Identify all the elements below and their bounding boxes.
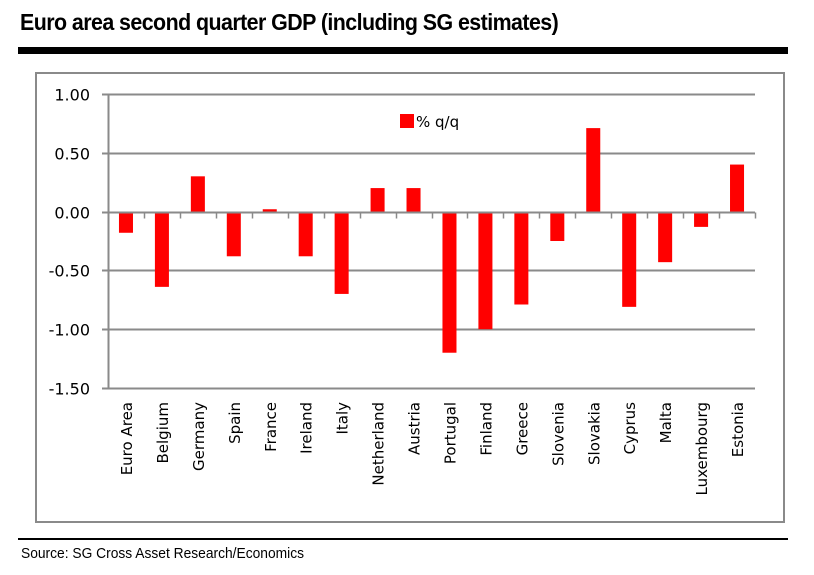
x-tick-label: Slovenia bbox=[549, 402, 567, 466]
x-tick-label: Ireland bbox=[298, 402, 316, 454]
bar-estonia bbox=[730, 164, 745, 212]
y-tick-label: 0.00 bbox=[54, 204, 90, 223]
x-tick-label: Slovakia bbox=[585, 402, 603, 465]
x-tick-label: Estonia bbox=[729, 402, 747, 457]
title-divider bbox=[18, 47, 788, 54]
bar-finland bbox=[478, 211, 493, 330]
bar-germany bbox=[190, 176, 205, 212]
x-tick-label: Greece bbox=[513, 402, 531, 455]
y-tick-label: -0.50 bbox=[49, 262, 90, 281]
bar-greece bbox=[514, 211, 529, 305]
y-tick-label: -1.00 bbox=[49, 321, 90, 340]
bar-netherland bbox=[370, 188, 385, 212]
bar-austria bbox=[406, 188, 421, 212]
x-tick-label: Malta bbox=[657, 402, 675, 443]
y-tick-label: 1.00 bbox=[54, 86, 90, 105]
x-tick-label: Luxembourg bbox=[693, 402, 711, 496]
legend-swatch bbox=[400, 114, 414, 128]
chart-frame bbox=[35, 72, 785, 523]
x-tick-label: France bbox=[262, 402, 280, 452]
x-tick-label: Cyprus bbox=[621, 402, 639, 455]
bar-spain bbox=[226, 211, 241, 257]
source-note: Source: SG Cross Asset Research/Economic… bbox=[21, 545, 305, 562]
bars bbox=[118, 128, 745, 353]
chart-title: Euro area second quarter GDP (including … bbox=[20, 9, 559, 35]
x-tick-label: Netherland bbox=[370, 402, 388, 486]
x-axis bbox=[107, 211, 757, 219]
x-tick-label: Austria bbox=[406, 402, 424, 455]
y-tick-label: 0.50 bbox=[54, 145, 90, 164]
bar-luxembourg bbox=[694, 211, 709, 227]
bar-portugal bbox=[442, 211, 457, 353]
bar-malta bbox=[658, 211, 673, 263]
x-tick-label: Euro Area bbox=[118, 402, 136, 475]
legend: % q/q bbox=[400, 113, 459, 131]
legend-label: % q/q bbox=[416, 113, 459, 131]
gridlines bbox=[102, 93, 755, 390]
x-tick-label: Italy bbox=[334, 402, 352, 435]
y-axis: 1.00 0.50 0.00 -0.50 -1.00 -1.50 bbox=[49, 86, 110, 399]
bar-ireland bbox=[298, 211, 313, 257]
y-tick-label: -1.50 bbox=[49, 380, 90, 399]
x-tick-label: Spain bbox=[226, 402, 244, 444]
bar-slovenia bbox=[550, 211, 565, 241]
bar-italy bbox=[334, 211, 349, 294]
bar-france bbox=[262, 209, 277, 212]
bar-euro-area bbox=[118, 211, 133, 233]
bar-slovakia bbox=[586, 128, 601, 212]
x-tick-label: Germany bbox=[190, 402, 208, 471]
x-tick-label: Finland bbox=[477, 402, 495, 456]
x-tick-label: Belgium bbox=[154, 402, 172, 464]
x-tick-labels: Euro Area Belgium Germany Spain France Irelan… bbox=[118, 402, 747, 496]
bar-cyprus bbox=[622, 211, 637, 307]
footer-divider bbox=[18, 538, 788, 540]
x-tick-label: Portugal bbox=[441, 402, 459, 464]
bar-belgium bbox=[154, 211, 169, 287]
